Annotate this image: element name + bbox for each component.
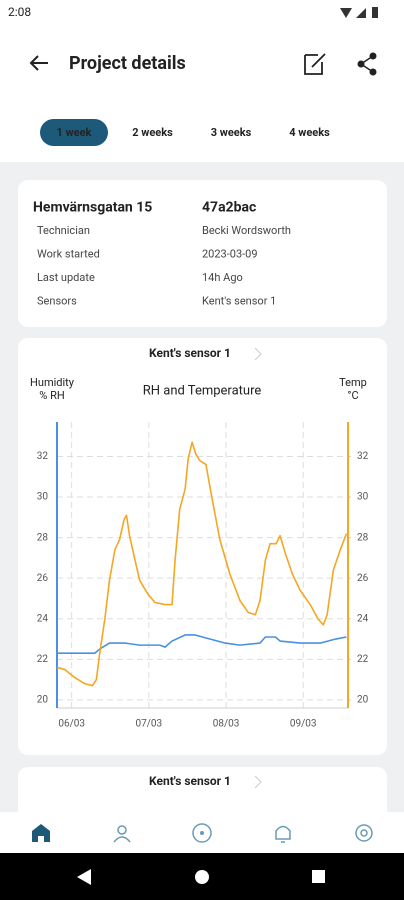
share-button[interactable] [357, 52, 377, 76]
nav-people-body [113, 836, 131, 843]
sys-home[interactable] [195, 870, 209, 884]
tab[interactable]: 1 week [57, 126, 92, 139]
x-tick-label: 08/03 [213, 719, 240, 730]
x-tick-label: 06/03 [58, 719, 85, 730]
tab[interactable]: 3 weeks [211, 126, 252, 139]
x-tick-label: 07/03 [136, 719, 163, 730]
nav-add-dot [200, 831, 204, 835]
tab[interactable]: 4 weeks [289, 126, 330, 139]
y-tick-label: 32 [37, 451, 49, 462]
y2-tick-label: 28 [357, 532, 369, 543]
page-title: Project details [69, 53, 186, 74]
info-label: Technician [37, 224, 90, 237]
info-label: Work started [37, 247, 100, 260]
project-id: 47a2bac [202, 200, 256, 216]
nav-settings[interactable] [355, 824, 373, 842]
series-line [56, 441, 348, 687]
y2-axis-label: °C [347, 389, 358, 402]
info-label: Last update [37, 271, 95, 284]
y-tick-label: 20 [37, 695, 49, 706]
y2-tick-label: 30 [357, 492, 369, 503]
tab[interactable]: 2 weeks [132, 126, 173, 139]
y2-tick-label: 32 [357, 451, 369, 462]
chart-card [18, 338, 387, 755]
y-axis-label: % RH [39, 389, 64, 402]
info-label: Sensors [37, 294, 77, 307]
sys-back[interactable] [77, 869, 91, 885]
edit-button[interactable] [304, 53, 326, 75]
battery [372, 7, 378, 18]
y2-tick-label: 26 [357, 573, 369, 584]
info-value: 2023-03-09 [202, 247, 258, 260]
y-axis-label: Humidity [30, 376, 75, 389]
y2-tick-label: 24 [357, 613, 369, 624]
y-tick-label: 28 [37, 532, 49, 543]
y-tick-label: 26 [37, 573, 49, 584]
tab-selected-bg [40, 119, 108, 146]
nav-home[interactable] [32, 824, 50, 842]
chevron[interactable] [254, 347, 262, 361]
back-button[interactable] [29, 55, 48, 71]
info-value: 14h Ago [202, 271, 243, 284]
nav-settings-inner [360, 829, 368, 837]
info-value: Kent's sensor 1 [202, 294, 276, 307]
info-card [18, 180, 387, 327]
chart-title: RH and Temperature [143, 383, 262, 398]
chevron[interactable] [254, 775, 262, 789]
nav-add[interactable] [192, 823, 212, 843]
sensor-name: Kent's sensor 1 [149, 346, 231, 360]
nav-bell[interactable] [275, 825, 291, 843]
sensor-name: Kent's sensor 1 [149, 774, 231, 788]
y-tick-label: 22 [37, 654, 49, 665]
site-name: Hemvärnsgatan 15 [33, 200, 152, 216]
y2-axis-label: Temp [339, 376, 367, 389]
info-value: Becki Wordsworth [202, 224, 291, 237]
nav-people[interactable] [117, 825, 127, 835]
y2-tick-label: 22 [357, 654, 369, 665]
x-tick-label: 09/03 [290, 719, 317, 730]
sys-recents[interactable] [312, 870, 325, 883]
y-tick-label: 30 [37, 492, 49, 503]
y2-tick-label: 20 [357, 695, 369, 706]
status-icons [340, 8, 366, 18]
series-line [57, 634, 347, 655]
y-tick-label: 24 [37, 613, 49, 624]
status-time: 2:08 [8, 5, 31, 19]
